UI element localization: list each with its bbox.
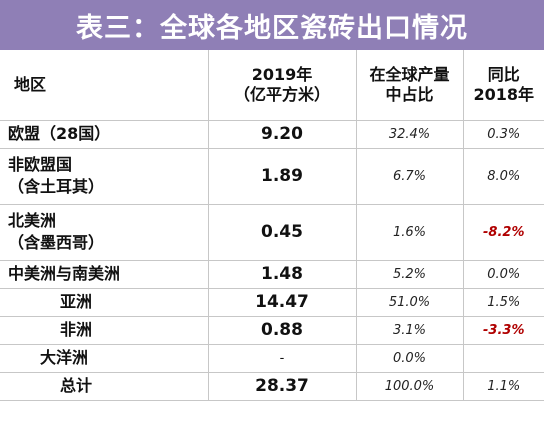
- region-cell: 中美洲与南美洲: [0, 260, 208, 289]
- share-cell: 100.0%: [355, 372, 463, 401]
- table-row: 北美洲 （含墨西哥） 0.45 1.6% -8.2%: [0, 204, 544, 261]
- volume-cell: 0.88: [207, 316, 356, 345]
- volume-cell: 1.89: [207, 148, 356, 205]
- volume-cell: 28.37: [207, 372, 356, 401]
- table-title: 表三：全球各地区瓷砖出口情况: [0, 0, 544, 50]
- volume-cell: 0.45: [207, 204, 356, 261]
- region-cell: 欧盟（28国）: [0, 120, 208, 149]
- yoy-cell: 1.1%: [462, 372, 544, 401]
- region-cell: 非欧盟国 （含土耳其）: [0, 148, 208, 205]
- volume-cell: 9.20: [207, 120, 356, 149]
- share-cell: 3.1%: [355, 316, 463, 345]
- share-cell: 6.7%: [355, 148, 463, 205]
- region-cell: 北美洲 （含墨西哥）: [0, 204, 208, 261]
- region-line1: 非欧盟国: [8, 155, 73, 174]
- region-line1: 北美洲: [8, 211, 57, 230]
- yoy-cell: [462, 344, 544, 373]
- header-yoy-line1: 同比: [487, 64, 520, 84]
- table-row: 大洋洲 - 0.0%: [0, 344, 544, 373]
- region-line2: （含土耳其）: [8, 177, 105, 196]
- region-cell: 大洋洲: [0, 344, 208, 373]
- yoy-cell: 8.0%: [462, 148, 544, 205]
- header-share-line1: 在全球产量: [369, 64, 450, 84]
- share-cell: 0.0%: [355, 344, 463, 373]
- yoy-cell: 0.0%: [462, 260, 544, 289]
- header-volume: 2019年 （亿平方米）: [207, 50, 356, 121]
- region-line2: （含墨西哥）: [8, 233, 105, 252]
- header-volume-line2: （亿平方米）: [233, 84, 330, 104]
- volume-cell: 1.48: [207, 260, 356, 289]
- table-row: 总计 28.37 100.0% 1.1%: [0, 372, 544, 401]
- yoy-cell: 1.5%: [462, 288, 544, 317]
- header-volume-line1: 2019年: [251, 64, 313, 84]
- volume-cell: -: [207, 344, 356, 373]
- share-cell: 1.6%: [355, 204, 463, 261]
- export-table: 地区 2019年 （亿平方米） 在全球产量 中占比 同比 2018年: [0, 50, 544, 401]
- header-yoy-line2: 2018年: [473, 84, 535, 104]
- header-region: 地区: [0, 50, 208, 121]
- header-share-line2: 中占比: [385, 84, 434, 104]
- region-cell: 非洲: [0, 316, 208, 345]
- region-cell: 总计: [0, 372, 208, 401]
- table-row: 欧盟（28国） 9.20 32.4% 0.3%: [0, 120, 544, 149]
- share-cell: 32.4%: [355, 120, 463, 149]
- table-row: 中美洲与南美洲 1.48 5.2% 0.0%: [0, 260, 544, 289]
- share-cell: 5.2%: [355, 260, 463, 289]
- table-row: 亚洲 14.47 51.0% 1.5%: [0, 288, 544, 317]
- yoy-cell: -3.3%: [462, 316, 544, 345]
- header-row: 地区 2019年 （亿平方米） 在全球产量 中占比 同比 2018年: [0, 50, 544, 121]
- yoy-cell: 0.3%: [462, 120, 544, 149]
- volume-cell: 14.47: [207, 288, 356, 317]
- header-share: 在全球产量 中占比: [355, 50, 463, 121]
- header-yoy: 同比 2018年: [462, 50, 544, 121]
- yoy-cell: -8.2%: [462, 204, 544, 261]
- region-cell: 亚洲: [0, 288, 208, 317]
- table-row: 非欧盟国 （含土耳其） 1.89 6.7% 8.0%: [0, 148, 544, 205]
- table-row: 非洲 0.88 3.1% -3.3%: [0, 316, 544, 345]
- share-cell: 51.0%: [355, 288, 463, 317]
